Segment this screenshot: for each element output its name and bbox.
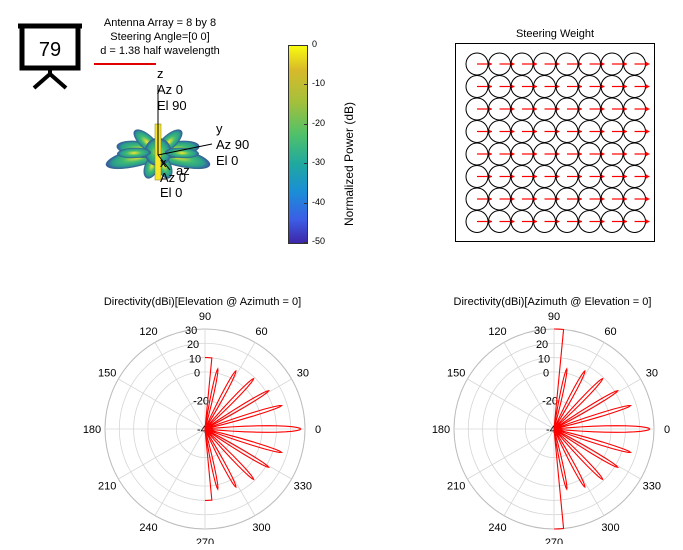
az-label: az [176,163,190,178]
polar-radial-label: 10 [189,353,201,365]
presentation-board-icon: 79 [18,23,82,90]
colorbar-tick [304,45,308,46]
polar-radial-label: 0 [543,367,549,379]
steering-title: Steering Weight [515,28,595,40]
steering-weight-panel [455,43,655,242]
polar-spoke [503,428,555,516]
polar1-title: Directivity(dBi)[Elevation @ Azimuth = 0… [103,296,302,308]
polar-angle-label: 90 [548,311,560,323]
x-axis-label: x Az 0 El 0 [160,155,187,200]
polar-angle-label: 30 [297,368,309,380]
polar2-title: Directivity(dBi)[Azimuth @ Elevation = 0… [453,296,652,308]
polar-spoke [553,378,641,430]
colorbar-tick [304,202,308,204]
polar-angle-label: 60 [255,326,267,338]
colorbar-tick-label: -30 [312,157,326,168]
polar-angle-label: 210 [447,481,465,493]
array-info: Antenna Array = 8 by 8 Steering Angle=[0… [90,16,230,58]
colorbar-tick-label: -20 [312,117,326,128]
polar-angle-label: 90 [199,311,211,323]
polar-spoke [553,428,641,480]
steering-arrowhead [645,61,650,67]
steering-arrowhead [645,84,650,89]
colorbar-tick [304,123,308,125]
polar-angle-label: 120 [488,326,506,338]
polar-angle-label: 240 [488,522,506,534]
colorbar-tick-label: -50 [312,236,326,246]
polar-radial-label: 0 [194,367,200,379]
polar-angle-label: 0 [664,424,670,436]
polar-radial-label: 20 [187,339,199,351]
steering-arrowhead [645,106,650,112]
colorbar-tick-label: -10 [312,78,326,89]
steering-arrowhead [645,196,650,202]
polar-angle-label: 270 [545,537,563,544]
polar-angle-label: 60 [604,326,616,338]
directivity-curve [204,357,302,501]
z-axis-label: z Az 0 El 90 [157,66,187,113]
polar-angle-label: 300 [252,522,270,534]
polar-spoke [204,378,292,430]
polar-plot-elevation: 0306090120150180210240270300330-40-20010… [83,311,321,544]
polar-plot-azimuth: 0306090120150180210240270300330-40-20010… [432,311,670,544]
polar-radial-label: -20 [542,396,558,408]
polar-angle-label: 180 [432,424,450,436]
colorbar-tick [304,163,308,165]
polar-angle-label: 330 [643,481,661,493]
directivity-curve [553,328,651,530]
colorbar-tick-label: -40 [312,196,326,207]
polar-spoke [118,378,206,430]
steering-arrowhead [645,174,650,179]
polar-angle-label: 120 [139,326,157,338]
polar-spoke [467,428,555,480]
polar-radial-label: 30 [534,325,546,337]
array-size-label: Antenna Array = 8 by 8 [103,17,217,29]
polar-angle-label: 300 [601,522,619,534]
polar-angle-label: 30 [646,368,658,380]
colorbar-tick [304,242,308,243]
polar-radial-label: -20 [193,396,209,408]
polar-radial-label: 20 [536,339,548,351]
pattern-3d-plot [105,85,213,181]
polar-angle-label: 210 [98,481,116,493]
colorbar-tick [304,84,308,86]
polar-angle-label: 180 [83,424,101,436]
underline-mark [94,63,156,65]
polar-angle-label: 270 [196,537,214,544]
badge-number: 79 [39,39,61,61]
pattern-lobe [165,147,199,159]
pattern-lobe [117,147,151,159]
steering-arrowhead [645,129,650,134]
polar-angle-label: 240 [139,522,157,534]
colorbar-label: Normalized Power (dB) [342,101,356,226]
polar-radial-label: 10 [538,353,550,365]
polar-angle-label: 150 [447,368,465,380]
steering-arrowhead [645,151,650,157]
polar-spoke [118,428,206,480]
polar-spoke [204,428,292,480]
steering-angle-label: Steering Angle=[0 0] [110,31,210,43]
polar-spoke [154,428,206,516]
polar-spoke [503,342,555,430]
element-spacing-label: d = 1.38 half wavelength [100,45,220,57]
colorbar-tick-label: 0 [312,39,318,49]
polar-spoke [467,378,555,430]
polar-angle-label: 0 [315,424,321,436]
polar-angle-label: 330 [294,481,312,493]
polar-spoke [154,342,206,430]
polar-radial-label: 30 [185,325,197,337]
steering-arrowhead [645,219,650,224]
y-axis-label: y Az 90 El 0 [216,121,250,168]
colorbar [288,45,308,244]
polar-angle-label: 150 [98,368,116,380]
